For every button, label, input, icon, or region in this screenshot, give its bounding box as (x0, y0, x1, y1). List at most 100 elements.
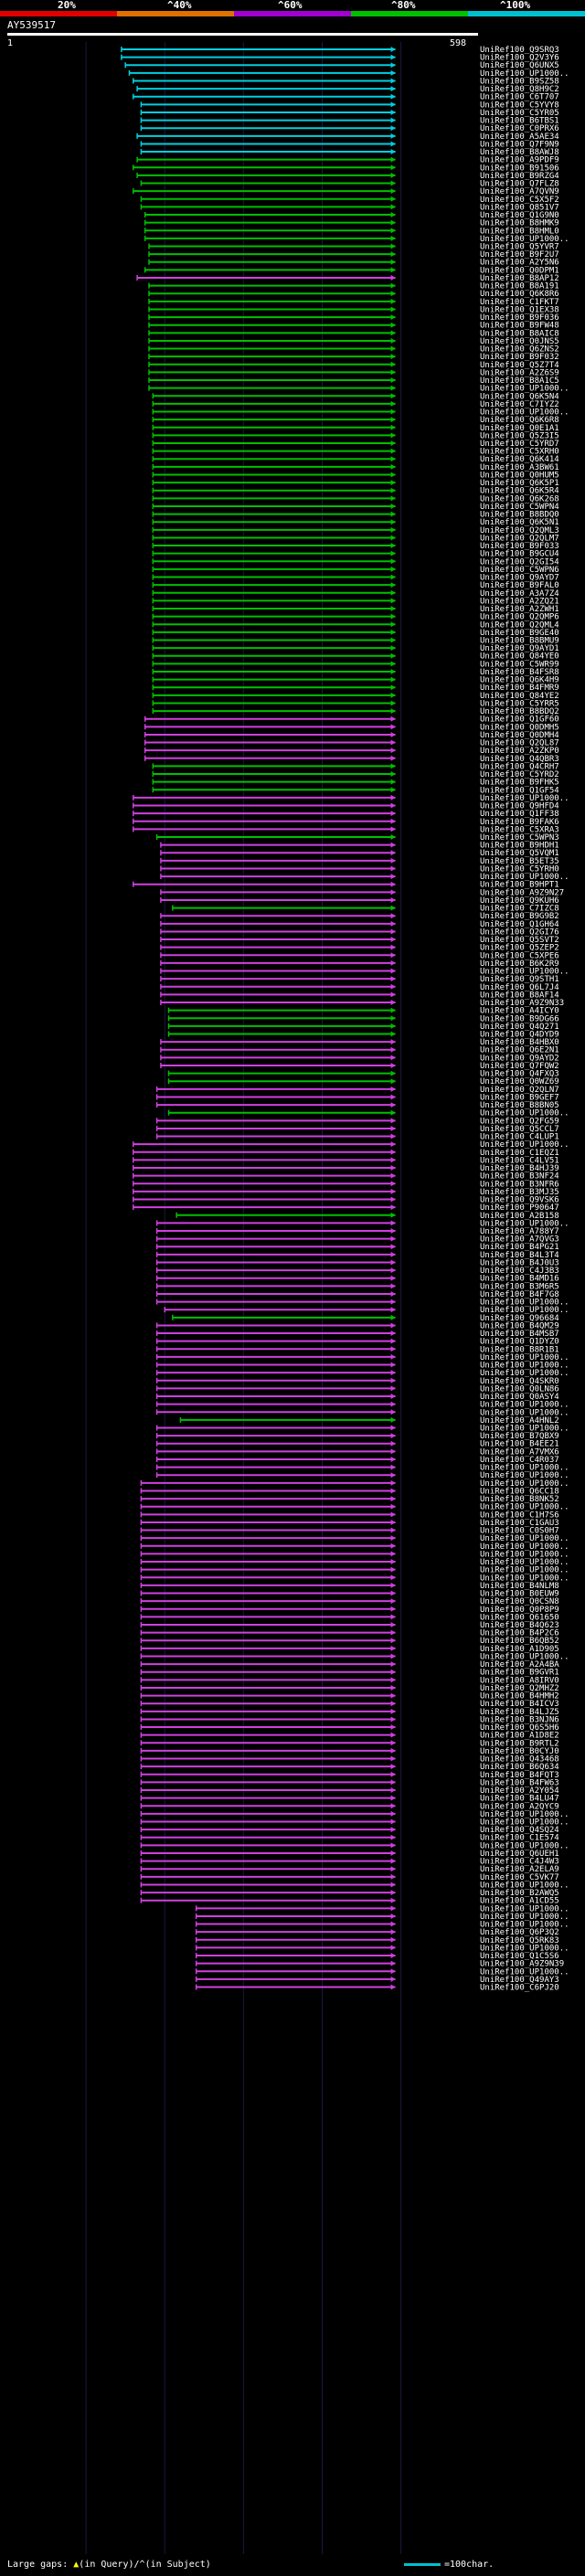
hit-end-arrow (390, 330, 396, 336)
hit-label: UniRef100_B6TBS1 (480, 117, 559, 126)
hit-label: UniRef100_UP1000.. (480, 1353, 569, 1362)
hit-label: UniRef100_A2ZKP0 (480, 747, 559, 756)
hit-end-arrow (390, 204, 396, 210)
hit-row: UniRef100_B4ICV3 (140, 1700, 559, 1709)
hit-label: UniRef100_UP1000.. (480, 1140, 569, 1150)
hit-end-arrow (390, 125, 396, 132)
hit-row: UniRef100_UP1000.. (140, 1818, 569, 1828)
hit-label: UniRef100_A4ICY0 (480, 1007, 559, 1016)
hit-label: UniRef100_C4J4W3 (480, 1858, 559, 1867)
hit-row: UniRef100_B9RTL2 (140, 1739, 559, 1748)
hit-label: UniRef100_P90647 (480, 1203, 559, 1213)
hit-end-arrow (390, 1818, 396, 1825)
hit-row: UniRef100_Q1FF38 (133, 810, 559, 819)
hit-end-arrow (390, 322, 396, 328)
hit-row: UniRef100_B9G9B2 (160, 912, 559, 921)
hit-label: UniRef100_A2Y5N6 (480, 259, 559, 268)
hit-row: UniRef100_B9FAL0 (152, 581, 559, 590)
hit-label: UniRef100_B9F032 (480, 353, 559, 362)
hit-end-arrow (390, 274, 396, 281)
hit-end-arrow (390, 1133, 396, 1140)
hit-label: UniRef100_A2A4BA (480, 1660, 559, 1670)
hit-row: UniRef100_Q6K6R8 (152, 416, 559, 425)
hit-end-arrow (390, 1078, 396, 1085)
hit-row: UniRef100_B8R1B1 (155, 1345, 559, 1354)
hit-row: UniRef100_A9Z9N33 (160, 999, 564, 1008)
hit-end-arrow (390, 133, 396, 139)
gap-query-label: (in Query)/ (79, 2560, 140, 2570)
hit-label: UniRef100_A7QVN9 (480, 187, 559, 196)
hit-end-arrow (390, 1244, 396, 1250)
hit-end-arrow (390, 1259, 396, 1266)
hit-end-arrow (390, 235, 396, 241)
hit-end-arrow (390, 1157, 396, 1163)
hit-row: UniRef100_Q851V7 (140, 203, 559, 212)
hit-label: UniRef100_A2QYC9 (480, 1802, 559, 1811)
hit-label: UniRef100_B4P2C6 (480, 1629, 559, 1638)
hit-label: UniRef100_UP1000.. (480, 1967, 569, 1977)
hit-end-arrow (390, 881, 396, 887)
hit-end-arrow (390, 1827, 396, 1833)
hit-row: UniRef100_Q6UEH1 (140, 1850, 559, 1859)
hit-end-arrow (390, 1141, 396, 1148)
hit-label: UniRef100_B8BDQ0 (480, 511, 559, 520)
hit-end-arrow (390, 69, 396, 76)
hit-label: UniRef100_A4HNL2 (480, 1416, 559, 1426)
hit-end-arrow (390, 149, 396, 155)
hit-label: UniRef100_B4HJ39 (480, 1164, 559, 1173)
hit-label: UniRef100_B9GCU4 (480, 550, 559, 559)
hit-label: UniRef100_UP1000.. (480, 1534, 569, 1543)
hit-label: UniRef100_Q6E2N1 (480, 1046, 559, 1055)
hit-row: UniRef100_C5YRD2 (152, 770, 559, 779)
hit-label: UniRef100_UP1000.. (480, 1401, 569, 1410)
hit-row: UniRef100_Q0ASY4 (155, 1393, 559, 1402)
hit-row: UniRef100_B7QBX9 (155, 1432, 559, 1441)
hit-row: UniRef100_Q1GF60 (144, 716, 559, 725)
hit-row: UniRef100_UP1000.. (155, 1464, 569, 1473)
legend-label-80: ^80% (391, 0, 416, 11)
hit-end-arrow (390, 724, 396, 730)
hit-label: UniRef100_C0PRX6 (480, 124, 559, 133)
hit-label: UniRef100_C5X5F2 (480, 196, 559, 205)
hit-end-arrow (390, 282, 396, 289)
hit-label: UniRef100_Q0P8P9 (480, 1606, 559, 1615)
hit-row: UniRef100_Q5Z7T4 (148, 361, 559, 370)
hit-label: UniRef100_Q6K4H9 (480, 676, 559, 685)
hit-row: UniRef100_C5WPN3 (155, 833, 559, 843)
hit-row: UniRef100_B8A1C5 (148, 376, 559, 386)
hit-row: UniRef100_Q9SRQ3 (121, 46, 559, 55)
hit-label: UniRef100_UP1000.. (480, 794, 569, 803)
hit-end-arrow (390, 417, 396, 423)
query-ruler (7, 33, 478, 36)
hit-label: UniRef100_UP1000.. (480, 1921, 569, 1930)
hit-row: UniRef100_B9F033 (152, 542, 559, 551)
hit-end-arrow (390, 117, 396, 123)
hit-label: UniRef100_Q4SQ24 (480, 1826, 559, 1835)
hit-label: UniRef100_UP1000.. (480, 1219, 569, 1228)
hit-row: UniRef100_Q5SVT2 (160, 936, 559, 945)
hit-end-arrow (390, 731, 396, 737)
hit-row: UniRef100_B3NF24 (133, 1172, 559, 1182)
hit-label: UniRef100_UP1000.. (480, 235, 569, 244)
hit-label: UniRef100_Q8H9C2 (480, 85, 559, 94)
hit-label: UniRef100_C5YVY8 (480, 101, 559, 110)
hit-end-arrow (390, 1125, 396, 1131)
hit-label: UniRef100_Q4SKR0 (480, 1377, 559, 1386)
hit-end-arrow (390, 566, 396, 572)
hit-row: UniRef100_C5VK77 (140, 1873, 559, 1882)
hit-end-arrow (390, 1559, 396, 1565)
legend-label-20: 20% (58, 0, 76, 11)
hit-row: UniRef100_B8AP12 (136, 274, 559, 283)
hit-row: UniRef100_B2AWQ5 (140, 1889, 559, 1898)
hit-end-arrow (390, 1622, 396, 1627)
hit-row: UniRef100_Q6L7J4 (160, 983, 559, 992)
hit-end-arrow (390, 652, 396, 659)
hit-row: UniRef100_Q4FXQ3 (167, 1070, 559, 1079)
hit-end-arrow (390, 54, 396, 60)
hit-label: UniRef100_Q6ZNS2 (480, 345, 559, 355)
gaps-label: Large gaps: (7, 2560, 69, 2570)
hit-row: UniRef100_C4LV51 (133, 1156, 559, 1165)
hit-end-arrow (390, 1235, 396, 1242)
hit-row: UniRef100_Q2MHZ2 (140, 1684, 559, 1693)
hit-row: UniRef100_A1CD55 (140, 1897, 559, 1906)
